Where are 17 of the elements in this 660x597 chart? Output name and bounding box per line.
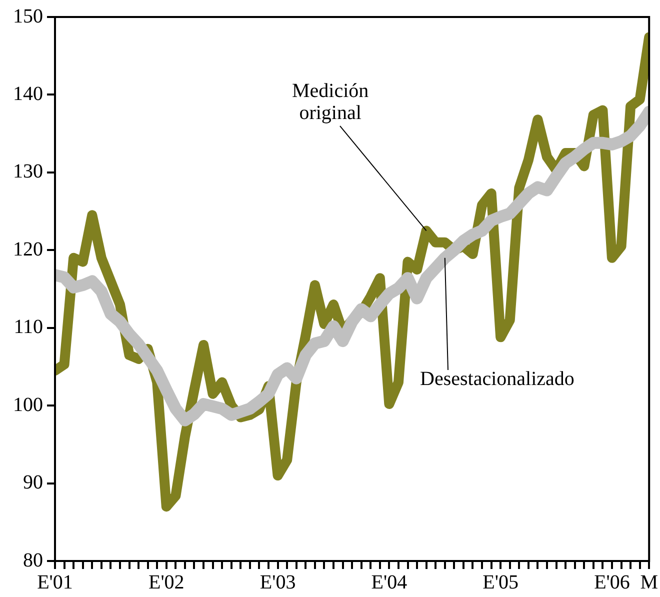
y-tick-label: 110 <box>14 316 43 338</box>
y-tick-label: 80 <box>23 549 43 572</box>
x-tick-label: E'03 <box>260 571 296 594</box>
x-tick-label: E'01 <box>37 571 73 594</box>
y-tick-label: 150 <box>13 5 43 28</box>
x-tick-label: E'02 <box>148 571 184 594</box>
x-tick-label: E'06 <box>594 571 630 594</box>
annotation: Desestacionalizado <box>420 368 574 390</box>
y-tick-label: 130 <box>13 160 43 183</box>
x-tick-label: E'04 <box>371 571 408 594</box>
y-tick-label: 120 <box>13 238 43 260</box>
x-tick-label: M <box>640 571 658 594</box>
y-tick-label: 100 <box>13 394 43 416</box>
y-tick-label: 140 <box>13 82 43 105</box>
x-tick-label: E'05 <box>482 571 518 594</box>
annotation: Medición original <box>292 80 369 124</box>
y-tick-label: 90 <box>23 472 43 494</box>
